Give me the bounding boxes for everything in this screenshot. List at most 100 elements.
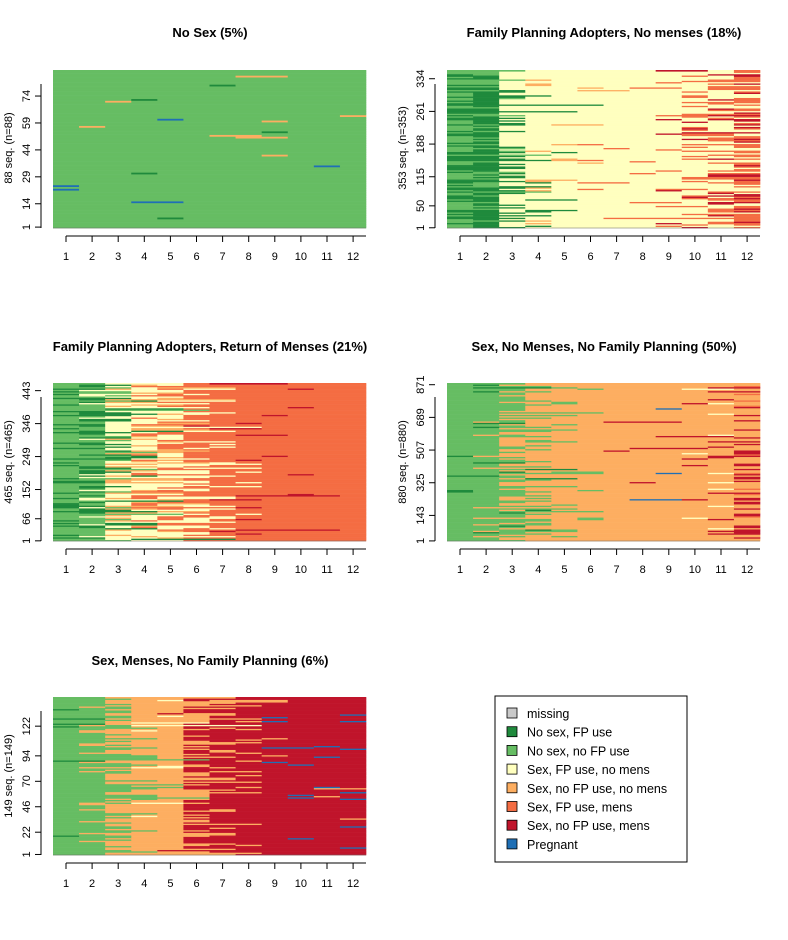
sequence-cell xyxy=(287,388,315,390)
sequence-cell xyxy=(447,87,500,89)
sequence-cell xyxy=(447,429,578,431)
sequence-cell xyxy=(53,531,106,534)
sequence-cell xyxy=(733,388,761,390)
sequence-cell xyxy=(733,502,761,505)
sequence-cell xyxy=(105,490,132,493)
sequence-cell xyxy=(53,480,106,483)
sequence-cell xyxy=(287,764,315,766)
sequence-cell xyxy=(499,225,526,227)
sequence-cell xyxy=(551,187,761,189)
x-tick-label: 10 xyxy=(295,564,307,576)
sequence-cell xyxy=(53,217,158,220)
sequence-cell xyxy=(131,698,184,700)
sequence-cell xyxy=(53,405,106,407)
sequence-cell xyxy=(733,429,761,431)
sequence-cell xyxy=(131,436,184,439)
sequence-cell xyxy=(261,752,367,754)
sequence-cell xyxy=(183,729,367,732)
sequence-cell xyxy=(733,508,761,510)
y-tick-label: 325 xyxy=(415,474,427,492)
sequence-cell xyxy=(681,222,709,225)
sequence-cell xyxy=(447,392,526,394)
sequence-cell xyxy=(53,204,367,207)
sequence-cell xyxy=(157,447,184,450)
sequence-cell xyxy=(105,433,132,435)
sequence-cell xyxy=(261,131,289,134)
sequence-cell xyxy=(603,217,761,220)
sequence-cell xyxy=(53,429,106,431)
sequence-cell xyxy=(235,530,367,533)
sequence-cell xyxy=(105,488,210,490)
y-tick-label: 70 xyxy=(21,775,33,787)
panel-ylabel: 149 seq. (n=149) xyxy=(3,734,15,817)
sequence-cell xyxy=(183,815,367,818)
sequence-cell xyxy=(105,802,132,804)
sequence-cell xyxy=(447,510,604,513)
sequence-cell xyxy=(733,196,761,199)
sequence-cell xyxy=(53,197,367,200)
sequence-cell xyxy=(79,501,106,504)
sequence-cell xyxy=(447,452,500,455)
sequence-cell xyxy=(53,843,106,845)
sequence-cell xyxy=(447,463,500,465)
sequence-cell xyxy=(53,435,132,438)
sequence-cell xyxy=(681,105,709,108)
sequence-cell xyxy=(525,497,552,500)
sequence-cell xyxy=(447,133,500,135)
sequence-cell xyxy=(53,493,106,496)
sequence-cell xyxy=(473,384,500,386)
sequence-cell xyxy=(53,181,367,184)
sequence-cell xyxy=(53,490,80,493)
sequence-cell xyxy=(473,171,526,173)
sequence-cell xyxy=(733,202,761,205)
sequence-cell xyxy=(525,89,578,92)
sequence-cell xyxy=(209,835,367,837)
sequence-cell xyxy=(79,418,132,421)
sequence-cell xyxy=(261,761,289,764)
sequence-cell xyxy=(183,447,210,450)
sequence-cell xyxy=(551,95,683,97)
sequence-cell xyxy=(209,480,367,483)
sequence-cell xyxy=(105,448,158,451)
sequence-cell xyxy=(733,91,761,93)
sequence-cell xyxy=(183,826,341,828)
sequence-cell xyxy=(525,114,656,117)
sequence-cell xyxy=(287,797,315,799)
sequence-cell xyxy=(447,431,500,434)
sequence-cell xyxy=(131,485,184,488)
sequence-cell xyxy=(53,502,80,505)
sequence-cell xyxy=(681,224,709,226)
y-tick-label: 1 xyxy=(415,538,427,544)
sequence-cell xyxy=(473,426,500,429)
sequence-cell xyxy=(447,400,552,402)
sequence-cell xyxy=(53,720,106,723)
sequence-cell xyxy=(183,483,367,485)
sequence-cell xyxy=(525,383,761,385)
sequence-cell xyxy=(287,434,367,436)
sequence-cell xyxy=(79,502,106,505)
sequence-cell xyxy=(525,509,552,512)
sequence-cell xyxy=(287,837,315,840)
sequence-cell xyxy=(131,753,210,756)
sequence-cell xyxy=(105,841,184,844)
sequence-cell xyxy=(447,92,474,94)
sequence-cell xyxy=(53,472,80,475)
sequence-cell xyxy=(53,105,367,109)
sequence-cell xyxy=(681,213,761,216)
sequence-cell xyxy=(261,498,367,501)
sequence-cell xyxy=(733,513,761,515)
sequence-cell xyxy=(733,501,761,504)
sequence-cell xyxy=(53,810,106,812)
sequence-cell xyxy=(447,467,474,469)
sequence-cell xyxy=(53,220,367,223)
sequence-cell xyxy=(53,770,80,773)
sequence-cell xyxy=(79,731,184,733)
sequence-cell xyxy=(447,225,474,227)
sequence-cell xyxy=(235,760,262,762)
sequence-cell xyxy=(183,752,236,754)
sequence-cell xyxy=(53,494,80,497)
sequence-cell xyxy=(53,530,106,533)
sequence-cell xyxy=(551,529,578,531)
sequence-cell xyxy=(53,95,367,98)
sequence-cell xyxy=(525,514,735,517)
